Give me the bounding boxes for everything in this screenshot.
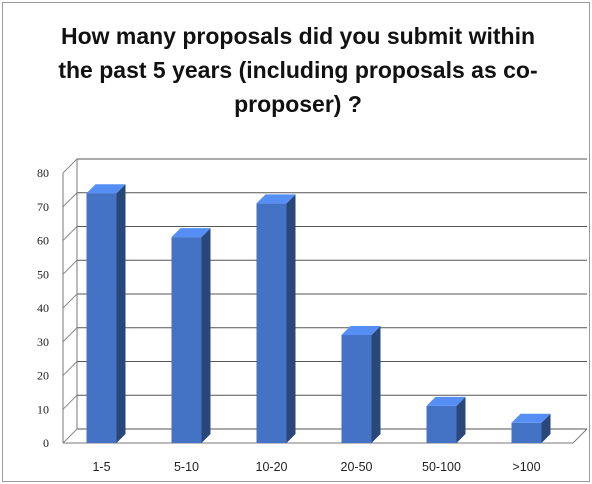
gridline-side <box>62 428 78 444</box>
y-tick-label: 60 <box>37 234 49 248</box>
x-tick-label: 1-5 <box>92 460 110 474</box>
gridline-side <box>62 293 78 309</box>
x-tick-label: 5-10 <box>174 460 199 474</box>
bar-side <box>201 228 211 443</box>
y-tick-label: 70 <box>37 200 49 214</box>
bar-side <box>456 396 466 443</box>
x-tick-label: >100 <box>512 460 540 474</box>
floor-edge <box>572 428 588 444</box>
gridline-side <box>62 327 78 343</box>
bar-top <box>171 228 211 238</box>
y-tick-label: 80 <box>37 166 49 180</box>
bar-top <box>341 326 381 335</box>
bar-front <box>171 237 202 443</box>
gridline-side <box>62 158 78 174</box>
gridline-side <box>62 226 78 241</box>
bar-top <box>426 396 466 406</box>
bar-side <box>116 184 126 443</box>
bar-top <box>86 184 126 194</box>
y-tick-label: 0 <box>43 436 49 450</box>
y-tick-label: 40 <box>37 301 49 315</box>
bar-chart: 0 10 20 30 40 50 60 70 80 1-5 5-10 10-20 20-50 50-100… <box>37 158 588 474</box>
bar-side <box>371 326 381 443</box>
bar-side <box>541 413 551 443</box>
y-tick-label: 30 <box>37 335 49 349</box>
bar-front <box>426 405 457 443</box>
x-tick-label: 20-50 <box>341 460 373 474</box>
gridline-side <box>62 361 78 376</box>
bar-top <box>256 194 296 204</box>
x-tick-label: 10-20 <box>256 460 288 474</box>
bar <box>426 396 466 443</box>
gridline-side <box>62 259 78 275</box>
bar-front <box>511 422 542 443</box>
bar <box>511 413 551 443</box>
bar <box>171 228 211 443</box>
bar-front <box>86 193 117 443</box>
y-tick-label: 10 <box>37 402 49 416</box>
bar <box>256 194 296 443</box>
gridline-side <box>62 394 78 410</box>
gridline-side <box>62 192 78 208</box>
x-tick-label: 50-100 <box>422 460 461 474</box>
y-tick-label: 20 <box>37 369 49 383</box>
bar-side <box>286 194 296 443</box>
bar <box>341 326 381 443</box>
chart-title: How many proposals did you submit within… <box>58 23 538 117</box>
bar <box>86 184 126 443</box>
y-tick-label: 50 <box>37 267 49 281</box>
bar-front <box>256 203 287 443</box>
bar-front <box>341 335 372 443</box>
bar-top <box>511 413 551 423</box>
